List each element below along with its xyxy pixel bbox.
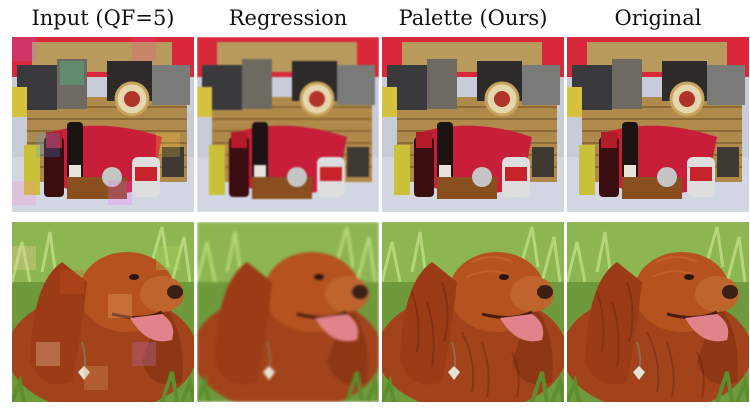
dog-palette-image [382,222,564,402]
dog-original-image [567,222,749,402]
dog-input-image [12,222,194,402]
column-header-palette: Palette (Ours) [398,6,548,30]
column-header-input: Input (QF=5) [31,6,175,30]
column-header-original: Original [614,6,702,30]
dog-regression-image [197,222,379,402]
basket-regression-image [197,37,379,212]
basket-input-image [12,37,194,212]
basket-original-image [567,37,749,212]
basket-palette-image [382,37,564,212]
column-header-regression: Regression [228,6,348,30]
